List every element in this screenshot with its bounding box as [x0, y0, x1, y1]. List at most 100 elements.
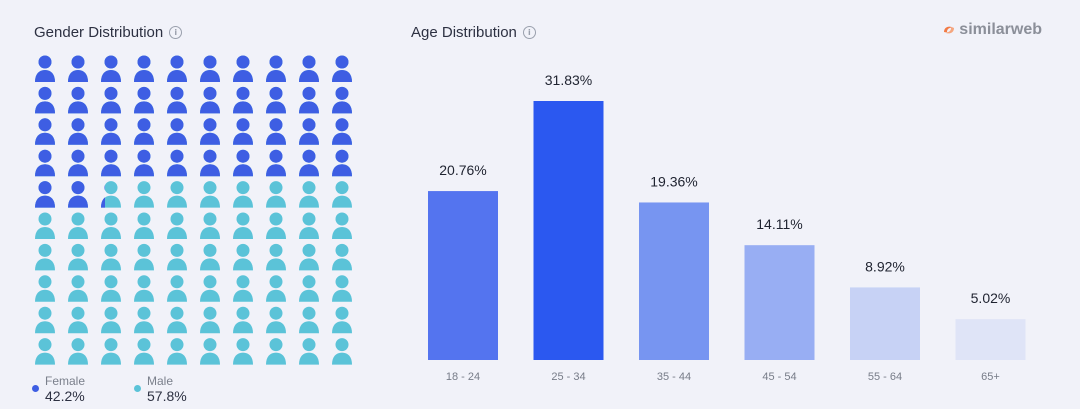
person-icon: [35, 212, 55, 239]
person-icon: [35, 275, 55, 302]
brand-name: similarweb: [959, 21, 1042, 38]
person-icon: [332, 338, 352, 365]
person-icon: [68, 212, 88, 239]
female-dot: [32, 385, 39, 392]
person-icon: [35, 338, 55, 365]
person-icon: [167, 212, 187, 239]
age-bar[interactable]: [744, 245, 815, 360]
bar-value-label: 20.76%: [439, 162, 486, 178]
person-icon: [299, 55, 319, 82]
person-icon: [332, 55, 352, 82]
person-icon: [68, 243, 88, 271]
person-icon: [68, 275, 88, 302]
person-icon: [101, 86, 121, 114]
female-value: 42.2%: [45, 388, 85, 404]
person-icon: [233, 243, 253, 271]
person-icon: [233, 118, 253, 145]
person-icon: [68, 86, 88, 114]
x-tick-label: 45 - 54: [762, 371, 796, 383]
person-icon: [233, 181, 253, 208]
person-icon: [134, 149, 154, 177]
person-icon: [299, 149, 319, 177]
person-icon: [167, 149, 187, 177]
person-icon: [332, 149, 352, 177]
person-icon: [266, 338, 286, 365]
person-icon: [332, 181, 352, 208]
age-bar[interactable]: [850, 287, 920, 360]
person-icon: [101, 149, 121, 177]
person-icon: [101, 306, 121, 334]
person-icon: [266, 306, 286, 334]
x-tick-label: 25 - 34: [551, 371, 585, 383]
gender-icon-grid: [35, 55, 352, 365]
age-bar[interactable]: [428, 191, 498, 360]
person-icon: [266, 86, 286, 114]
person-icon: [68, 149, 88, 177]
person-icon: [167, 243, 187, 271]
person-icon: [134, 306, 154, 334]
male-value: 57.8%: [147, 388, 187, 404]
person-icon: [266, 118, 286, 145]
person-icon: [200, 86, 220, 114]
person-icon: [101, 243, 121, 271]
bar-value-label: 14.11%: [756, 216, 802, 232]
person-icon: [299, 338, 319, 365]
person-icon: [332, 86, 352, 114]
person-icon: [101, 338, 121, 365]
person-icon: [299, 275, 319, 302]
person-icon: [167, 338, 187, 365]
person-icon: [35, 55, 55, 82]
person-icon: [233, 306, 253, 334]
person-icon: [68, 181, 88, 208]
person-icon: [35, 181, 55, 208]
age-title-text: Age Distribution: [411, 24, 517, 41]
age-distribution-title: Age Distribution i: [411, 24, 536, 41]
legend-male: Male 57.8%: [134, 374, 187, 405]
person-icon: [68, 118, 88, 145]
person-icon: [299, 212, 319, 239]
info-icon[interactable]: i: [522, 26, 536, 39]
x-tick-label: 65+: [981, 371, 1000, 383]
age-distribution-chart: 20.76% 18 - 24 31.83% 25 - 34 19.36% 35 - 44 1…: [428, 72, 1026, 383]
female-label: Female: [45, 374, 86, 388]
person-icon: [134, 243, 154, 271]
person-icon: [134, 118, 154, 145]
similarweb-logo-icon: [944, 26, 955, 34]
person-icon: [299, 243, 319, 271]
age-bar[interactable]: [639, 202, 709, 360]
person-icon: [200, 243, 220, 271]
bar-value-label: 5.02%: [971, 290, 1011, 306]
male-dot: [134, 385, 141, 392]
person-icon: [233, 86, 253, 114]
person-icon: [134, 338, 154, 365]
male-label: Male: [147, 374, 174, 388]
person-icon: [35, 306, 55, 334]
person-icon: [233, 338, 253, 365]
info-icon[interactable]: i: [169, 26, 183, 39]
person-icon: [101, 275, 121, 302]
similarweb-brand: similarweb: [942, 21, 1042, 39]
person-icon: [134, 275, 154, 302]
gender-distribution-title: Gender Distribution i: [34, 24, 183, 41]
person-icon: [134, 86, 154, 114]
person-icon: [200, 149, 220, 177]
person-icon: [266, 181, 286, 208]
person-icon: [134, 212, 154, 239]
person-icon: [167, 86, 187, 114]
person-icon: [299, 118, 319, 145]
person-icon: [233, 149, 253, 177]
age-bar[interactable]: [955, 319, 1026, 360]
person-icon: [167, 118, 187, 145]
age-bar[interactable]: [533, 101, 604, 360]
person-icon: [233, 212, 253, 239]
x-tick-label: 18 - 24: [446, 371, 480, 383]
person-icon: [200, 306, 220, 334]
person-icon: [332, 243, 352, 271]
person-icon: [101, 212, 121, 239]
person-icon: [266, 55, 286, 82]
person-icon: [68, 55, 88, 82]
x-tick-label: 55 - 64: [868, 371, 902, 383]
person-icon: [332, 212, 352, 239]
person-icon: [299, 306, 319, 334]
person-icon: [332, 306, 352, 334]
